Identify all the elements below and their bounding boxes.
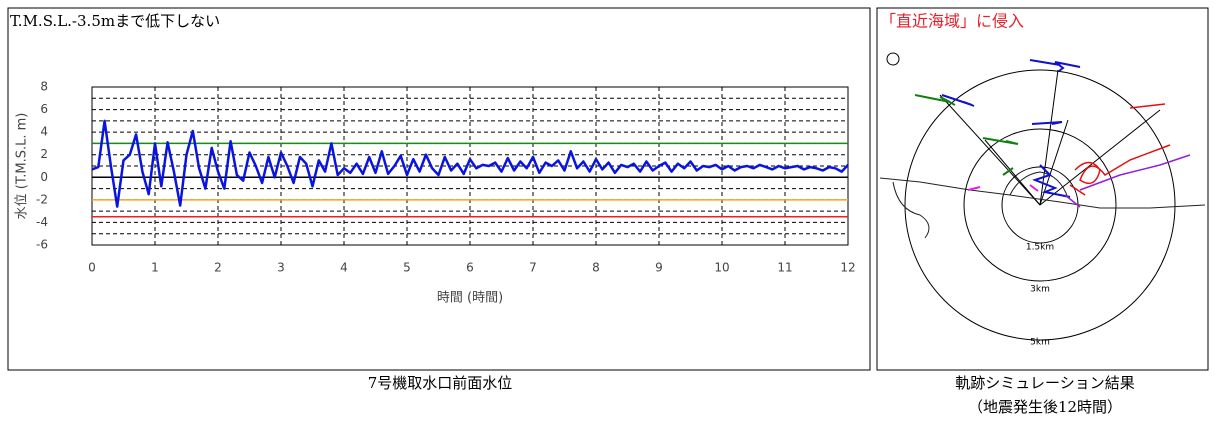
trajectory: [914, 94, 1019, 176]
left-caption: 7号機取水口前面水位: [368, 374, 513, 392]
right-panel: [876, 7, 1209, 371]
right-caption: 軌跡シミュレーション結果: [955, 374, 1134, 392]
left-panel: [7, 7, 871, 371]
y-tick-label: 6: [40, 102, 48, 116]
x-tick-label: 4: [340, 261, 348, 275]
map: 「直近海域」に侵入 1.5km 3km 5km 軌跡シミュレーション結果 （地震…: [879, 12, 1206, 416]
x-tick-label: 7: [529, 261, 537, 275]
trajectory: [1069, 103, 1171, 196]
y-tick-label: 4: [40, 125, 48, 139]
ring-label: 5km: [1030, 338, 1050, 348]
y-tick-label: -6: [36, 238, 48, 252]
trajectory: [967, 184, 1039, 192]
ring-label: 1.5km: [1026, 243, 1054, 253]
series-line: [91, 119, 849, 208]
x-axis-label: 時間 (時間): [437, 291, 503, 306]
north-icon: [886, 52, 900, 66]
x-tick-label: 6: [466, 261, 474, 275]
trajectory: [1029, 59, 1081, 72]
ring: [963, 128, 1117, 282]
x-tick-label: 2: [214, 261, 222, 275]
x-tick-label: 11: [777, 261, 792, 275]
x-tick-label: 1: [151, 261, 159, 275]
coastline: [879, 177, 1206, 209]
x-tick-label: 3: [277, 261, 285, 275]
x-tick-label: 0: [88, 261, 96, 275]
y-axis-label: 水位 (T.M.S.L. m): [15, 113, 30, 220]
y-tick-label: -4: [36, 215, 48, 229]
x-tick-label: 5: [403, 261, 411, 275]
ring-label: 3km: [1030, 285, 1050, 295]
ring: [904, 69, 1176, 341]
x-tick-label: 10: [714, 261, 729, 275]
right-caption: （地震発生後12時間）: [968, 398, 1122, 416]
coastline: [892, 181, 930, 239]
map-title: 「直近海域」に侵入: [880, 12, 1024, 31]
x-tick-label: 12: [840, 261, 855, 275]
y-tick-label: -2: [36, 192, 48, 206]
trajectory: [1064, 154, 1191, 208]
trajectory: [941, 94, 1071, 198]
x-tick-label: 8: [592, 261, 600, 275]
y-tick-label: 2: [40, 147, 48, 161]
radial-lines: [939, 69, 1161, 206]
x-tick-label: 9: [655, 261, 663, 275]
harbor: [1009, 171, 1069, 199]
y-tick-label: 8: [40, 80, 48, 94]
chart-title: T.M.S.L.-3.5mまで低下しない: [10, 12, 220, 30]
y-tick-label: 0: [40, 170, 48, 184]
